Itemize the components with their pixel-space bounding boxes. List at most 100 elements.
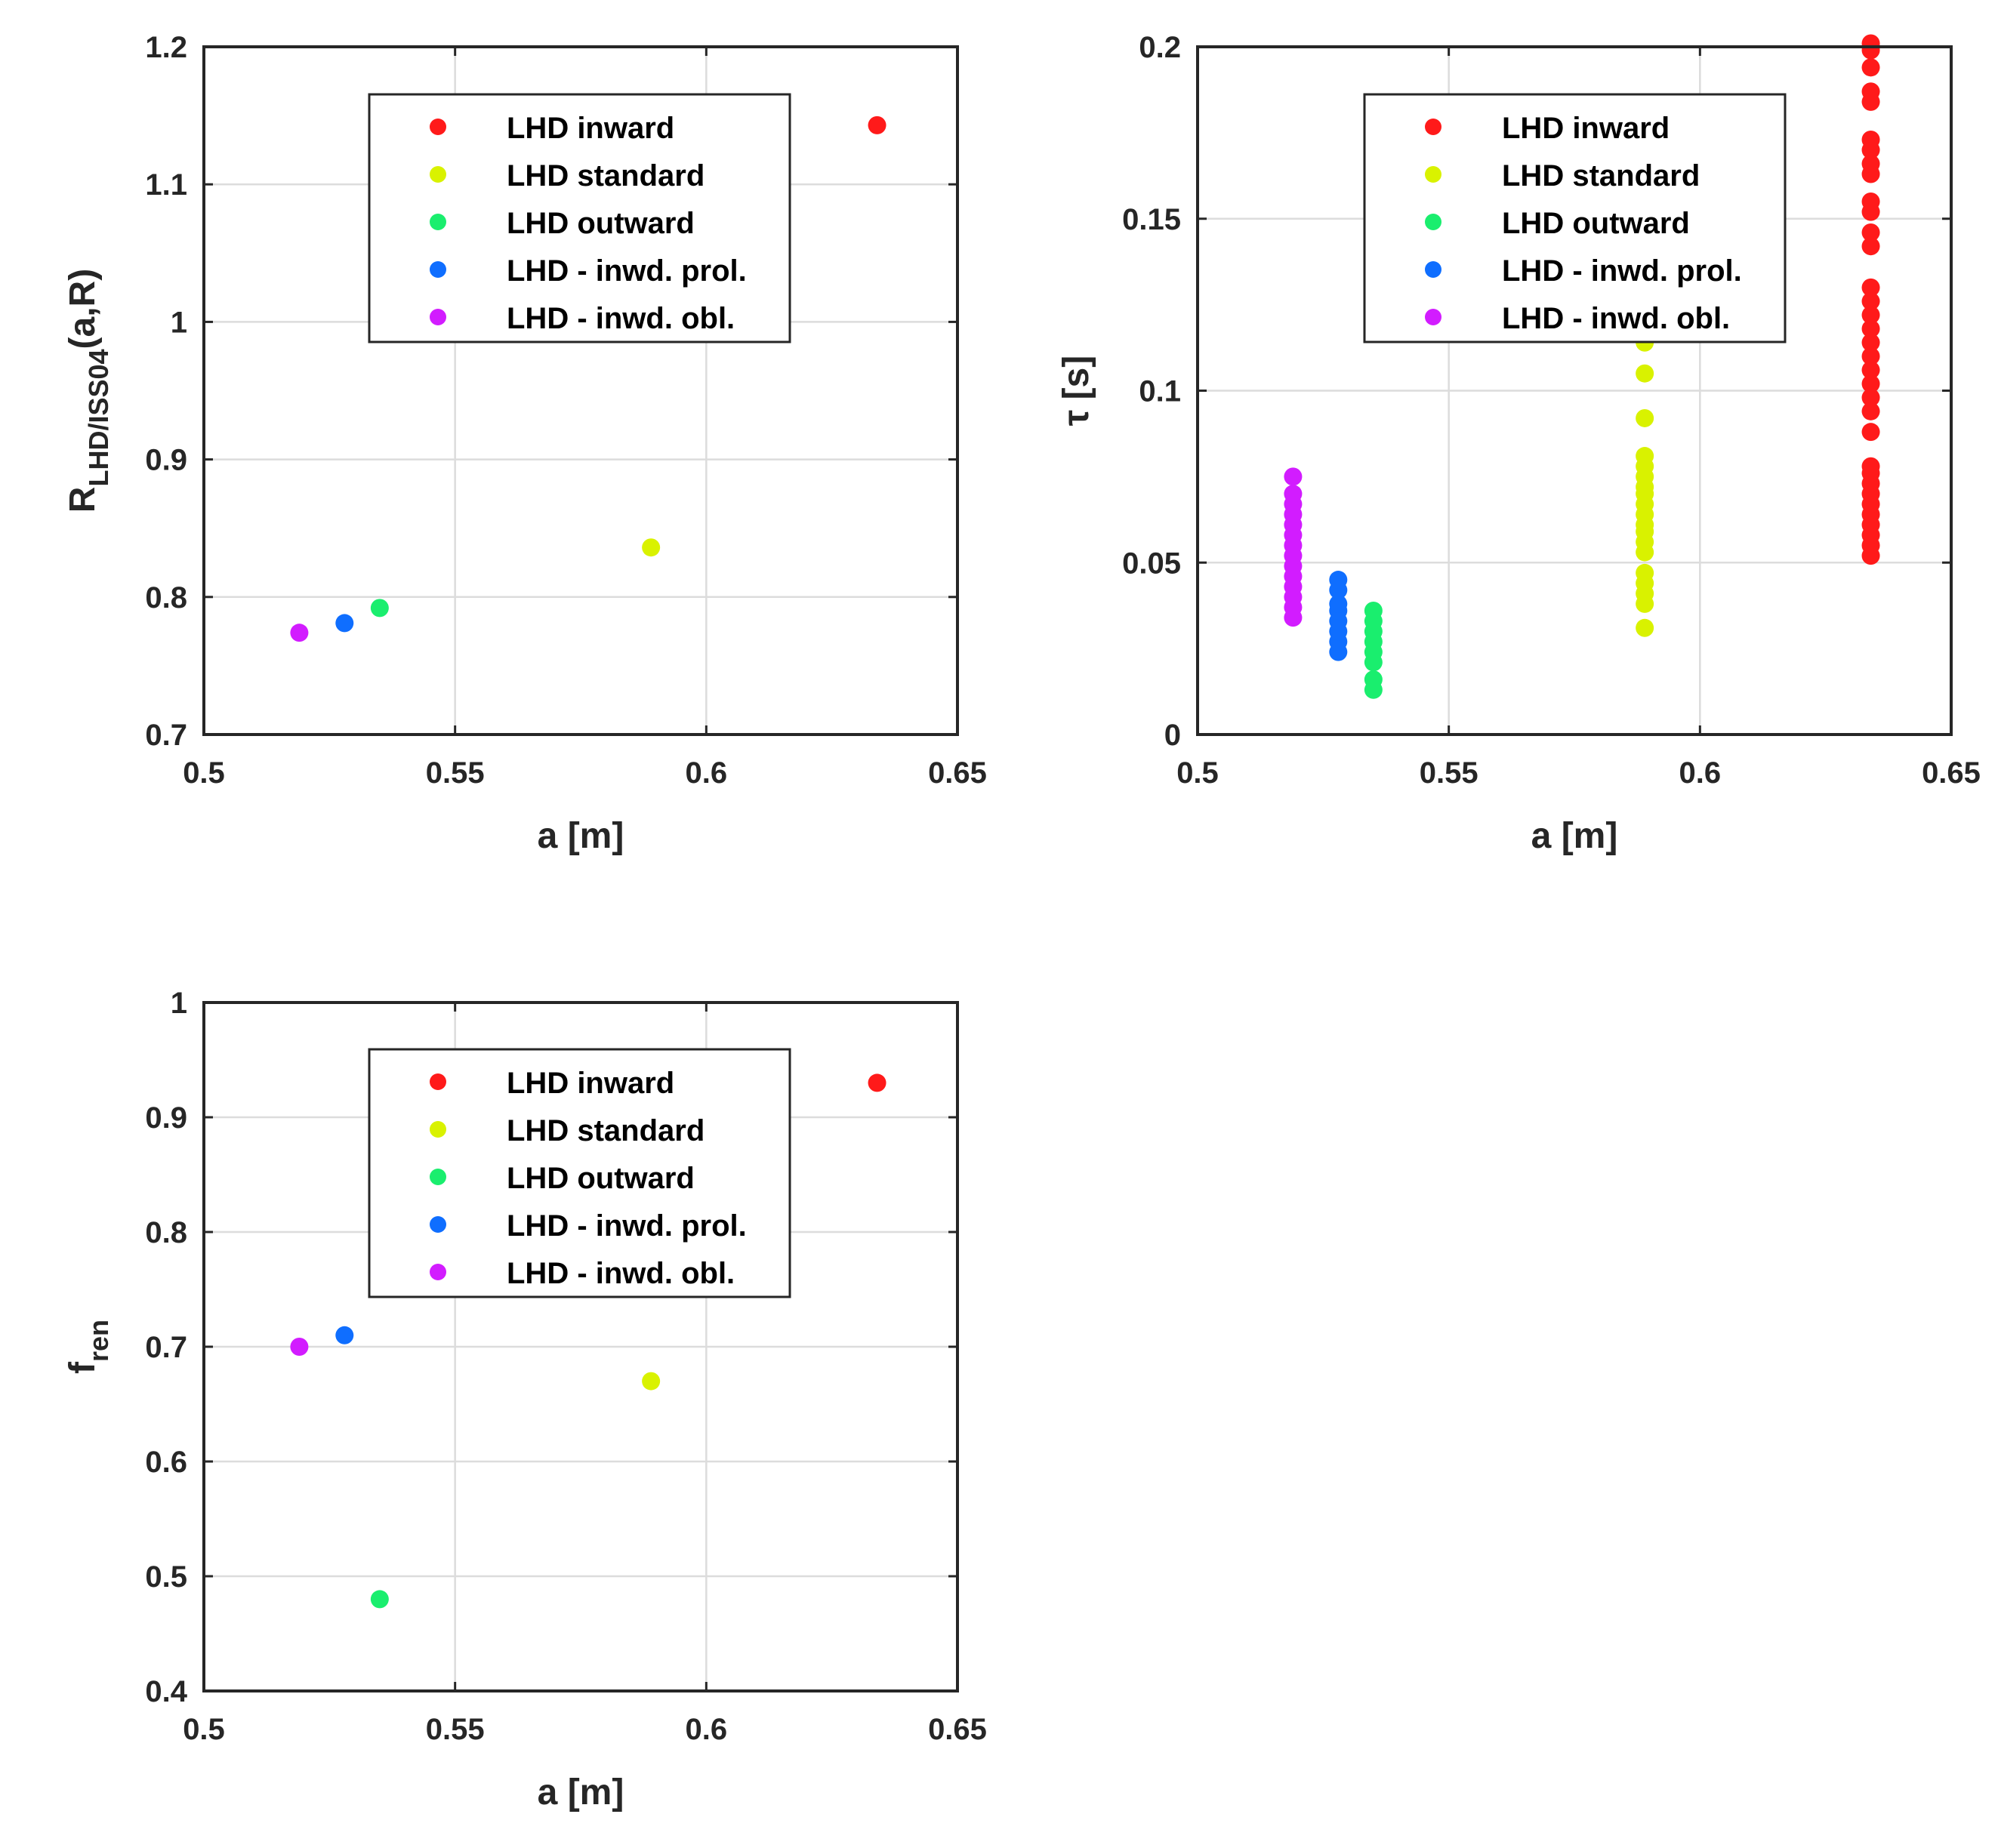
x-axis-label: a [m] bbox=[1531, 816, 1618, 856]
legend-label: LHD standard bbox=[507, 1114, 705, 1147]
data-point bbox=[335, 1326, 354, 1344]
legend-label: LHD - inwd. prol. bbox=[507, 254, 747, 288]
data-point bbox=[1861, 361, 1880, 380]
x-tick-label: 0.55 bbox=[1420, 756, 1478, 790]
data-point bbox=[1364, 602, 1383, 621]
data-point bbox=[1329, 571, 1348, 590]
data-point bbox=[1861, 388, 1880, 407]
legend-marker bbox=[430, 1121, 446, 1138]
legend-label: LHD standard bbox=[1502, 159, 1700, 192]
data-point bbox=[1636, 447, 1654, 466]
data-point bbox=[642, 538, 661, 557]
legend-marker bbox=[430, 1073, 446, 1090]
data-point bbox=[1861, 34, 1880, 53]
data-point bbox=[1636, 408, 1654, 427]
legend-marker bbox=[430, 309, 446, 325]
data-point bbox=[1861, 58, 1880, 77]
legend-marker bbox=[1425, 309, 1441, 325]
legend-label: LHD - inwd. prol. bbox=[507, 1209, 747, 1243]
x-tick-label: 0.6 bbox=[686, 1713, 728, 1746]
y-tick-label: 1 bbox=[171, 306, 187, 339]
y-tick-label: 0.6 bbox=[145, 1446, 187, 1479]
data-point bbox=[1636, 364, 1654, 383]
data-point bbox=[1861, 292, 1880, 311]
y-tick-label: 1.1 bbox=[145, 168, 187, 202]
data-point bbox=[1861, 237, 1880, 256]
legend-marker bbox=[430, 119, 446, 135]
legend-marker bbox=[1425, 261, 1441, 278]
data-point bbox=[1861, 346, 1880, 365]
legend-marker bbox=[1425, 214, 1441, 230]
data-point bbox=[1364, 670, 1383, 689]
data-point bbox=[1636, 563, 1654, 582]
x-axis-label: a [m] bbox=[538, 816, 624, 856]
data-point bbox=[1861, 423, 1880, 442]
legend-marker bbox=[430, 1264, 446, 1280]
legend-label: LHD outward bbox=[507, 1162, 695, 1195]
y-tick-label: 0.5 bbox=[145, 1560, 187, 1594]
x-tick-label: 0.6 bbox=[686, 756, 728, 790]
x-tick-label: 0.55 bbox=[426, 1713, 485, 1746]
data-point bbox=[290, 624, 309, 642]
x-tick-label: 0.65 bbox=[928, 1713, 987, 1746]
data-point bbox=[1861, 154, 1880, 173]
x-tick-label: 0.5 bbox=[183, 756, 225, 790]
chart-panel-1: 0.5 0.55 0.6 0.65 0.7 0.8 0.9 1 1.1 1.2 a [m] RLHD/… bbox=[63, 31, 987, 856]
data-point bbox=[1861, 278, 1880, 297]
y-axis-label: fren bbox=[63, 1320, 114, 1374]
data-point bbox=[1861, 457, 1880, 476]
y-tick-label: 0.1 bbox=[1139, 375, 1181, 408]
y-tick-label: 0.7 bbox=[145, 719, 187, 752]
legend-marker bbox=[430, 261, 446, 278]
y-tick-label: 0.8 bbox=[145, 581, 187, 614]
legend-label: LHD - inwd. obl. bbox=[507, 1257, 735, 1290]
legend-label: LHD - inwd. obl. bbox=[1502, 302, 1730, 335]
data-point bbox=[1861, 82, 1880, 101]
legend-label: LHD - inwd. prol. bbox=[1502, 254, 1742, 288]
data-point bbox=[290, 1338, 309, 1356]
y-tick-label: 0.15 bbox=[1122, 203, 1181, 236]
data-point bbox=[1861, 402, 1880, 420]
legend-label: LHD inward bbox=[1502, 112, 1670, 145]
data-point bbox=[370, 1590, 389, 1609]
data-point bbox=[1284, 485, 1303, 504]
chart-panel-2: 0.5 0.55 0.6 0.65 0 0.05 0.1 0.15 0.2 a [m] τ [s] L… bbox=[1056, 31, 1981, 856]
x-tick-label: 0.5 bbox=[183, 1713, 225, 1746]
data-point bbox=[1861, 306, 1880, 325]
data-point bbox=[1861, 374, 1880, 393]
legend-label: LHD inward bbox=[507, 1067, 674, 1100]
y-tick-label: 1 bbox=[171, 987, 187, 1020]
legend-marker bbox=[430, 1216, 446, 1233]
axes-frame bbox=[202, 45, 959, 736]
data-point bbox=[1861, 130, 1880, 149]
data-point bbox=[1861, 319, 1880, 338]
y-tick-label: 0.9 bbox=[145, 1101, 187, 1135]
x-tick-label: 0.65 bbox=[1922, 756, 1981, 790]
data-point bbox=[1284, 467, 1303, 486]
legend-marker bbox=[430, 1169, 446, 1185]
data-point bbox=[1636, 618, 1654, 637]
data-point bbox=[868, 1073, 886, 1092]
legend-marker bbox=[430, 166, 446, 183]
x-axis-label: a [m] bbox=[538, 1773, 624, 1813]
legend-marker bbox=[1425, 119, 1441, 135]
data-point bbox=[370, 599, 389, 618]
data-point bbox=[1861, 333, 1880, 352]
legend-label: LHD inward bbox=[507, 112, 674, 145]
legend-marker bbox=[1425, 166, 1441, 183]
y-axis-label: RLHD/ISS04(a,R) bbox=[63, 269, 114, 513]
legend-label: LHD outward bbox=[507, 207, 695, 240]
data-point bbox=[1861, 223, 1880, 242]
data-point bbox=[1329, 594, 1348, 613]
data-point bbox=[335, 614, 354, 633]
y-tick-label: 0 bbox=[1164, 719, 1181, 752]
x-tick-label: 0.55 bbox=[426, 756, 485, 790]
y-tick-label: 0.4 bbox=[145, 1675, 187, 1708]
y-tick-label: 0.05 bbox=[1122, 547, 1181, 580]
y-tick-label: 0.8 bbox=[145, 1216, 187, 1249]
legend-marker bbox=[430, 214, 446, 230]
x-tick-label: 0.5 bbox=[1176, 756, 1219, 790]
data-point bbox=[642, 1372, 661, 1391]
legend-label: LHD standard bbox=[507, 159, 705, 192]
